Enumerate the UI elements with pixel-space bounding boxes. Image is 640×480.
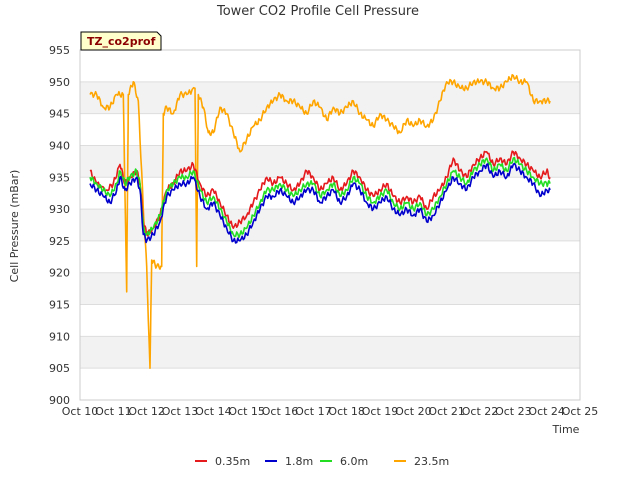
legend-label-0.35m: 0.35m — [215, 455, 250, 468]
x-tick-label: Oct 11 — [95, 405, 132, 418]
y-tick-label: 955 — [49, 44, 70, 57]
y-tick-label: 925 — [49, 235, 70, 248]
x-tick-label: Oct 24 — [528, 405, 565, 418]
y-tick-label: 945 — [49, 108, 70, 121]
y-tick-label: 940 — [49, 139, 70, 152]
band — [80, 272, 580, 305]
x-tick-label: Oct 18 — [328, 405, 365, 418]
series-line-23.5m — [89, 74, 551, 369]
legend-label-1.8m: 1.8m — [285, 455, 313, 468]
series-line-0.35m — [89, 150, 551, 237]
series-line-6.0m — [89, 156, 551, 239]
y-tick-label: 935 — [49, 171, 70, 184]
badge-box — [80, 31, 162, 51]
chart-title: Tower CO2 Profile Cell Pressure — [216, 4, 419, 19]
series-lines — [89, 74, 551, 369]
x-tick-label: Oct 22 — [462, 405, 499, 418]
plot-frame — [79, 49, 581, 401]
series-line-1.8m — [89, 162, 551, 244]
x-tick-label: Oct 10 — [62, 405, 99, 418]
x-tick-label: Oct 16 — [262, 405, 299, 418]
x-tick-label: Oct 25 — [562, 405, 599, 418]
legend-label-6.0m: 6.0m — [340, 455, 368, 468]
y-tick-labels: 900 905 910 915 920 925 930 935 940 945 950 955 — [49, 44, 70, 407]
y-tick-label: 930 — [49, 203, 70, 216]
y-axis-label: Cell Pressure (mBar) — [8, 170, 21, 283]
x-tick-label: Oct 21 — [428, 405, 465, 418]
legend-label-23.5m: 23.5m — [414, 455, 449, 468]
y-tick-label: 905 — [49, 362, 70, 375]
x-tick-label: Oct 14 — [195, 405, 232, 418]
y-tick-label: 950 — [49, 76, 70, 89]
x-tick-label: Oct 20 — [395, 405, 432, 418]
background-bands — [80, 81, 580, 369]
y-tick-label: 915 — [49, 299, 70, 312]
x-tick-label: Oct 17 — [295, 405, 332, 418]
y-tick-label: 900 — [49, 394, 70, 407]
x-tick-label: Oct 13 — [162, 405, 199, 418]
badge-label: TZ_co2prof — [87, 35, 156, 48]
y-tick-label: 910 — [49, 330, 70, 343]
x-tick-label: Oct 23 — [495, 405, 532, 418]
x-tick-label: Oct 19 — [362, 405, 399, 418]
band — [80, 209, 580, 241]
x-axis-label: Time — [552, 423, 580, 436]
band — [80, 81, 580, 114]
x-tick-label: Oct 12 — [128, 405, 165, 418]
x-tick-label: Oct 15 — [228, 405, 265, 418]
band — [80, 336, 580, 369]
legend: 0.35m 1.8m 6.0m 23.5m — [195, 455, 449, 468]
y-tick-label: 920 — [49, 267, 70, 280]
badge: TZ_co2prof — [80, 31, 162, 51]
